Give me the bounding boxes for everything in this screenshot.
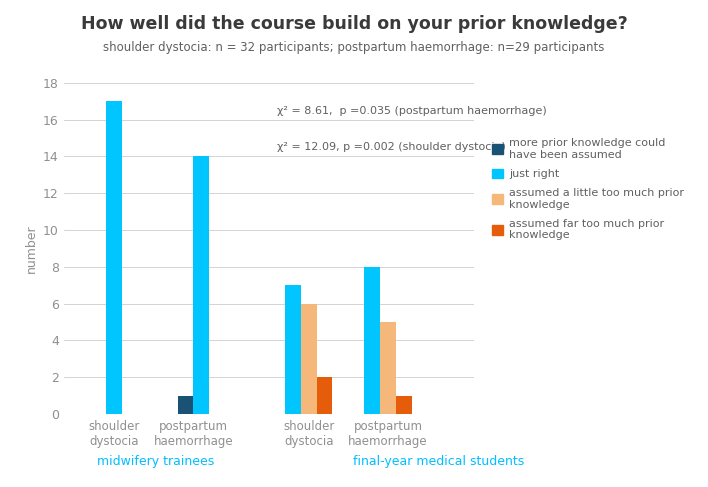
Bar — [396, 395, 411, 414]
Bar — [380, 322, 396, 414]
Bar — [364, 267, 380, 414]
Text: χ² = 12.09, p =0.002 (shoulder dystocia): χ² = 12.09, p =0.002 (shoulder dystocia) — [278, 142, 506, 152]
Text: final-year medical students: final-year medical students — [353, 454, 525, 468]
Bar — [285, 285, 301, 414]
Text: How well did the course build on your prior knowledge?: How well did the course build on your pr… — [81, 15, 627, 33]
Text: χ² = 8.61,  p =0.035 (postpartum haemorrhage): χ² = 8.61, p =0.035 (postpartum haemorrh… — [278, 106, 547, 116]
Bar — [316, 377, 333, 414]
Legend: more prior knowledge could
have been assumed, just right, assumed a little too m: more prior knowledge could have been ass… — [492, 138, 684, 240]
Bar — [193, 156, 210, 414]
Bar — [301, 303, 316, 414]
Bar — [106, 101, 122, 414]
Y-axis label: number: number — [25, 224, 38, 273]
Bar — [178, 395, 193, 414]
Text: shoulder dystocia: n = 32 participants; postpartum haemorrhage: n=29 participant: shoulder dystocia: n = 32 participants; … — [103, 41, 605, 55]
Text: midwifery trainees: midwifery trainees — [97, 454, 215, 468]
